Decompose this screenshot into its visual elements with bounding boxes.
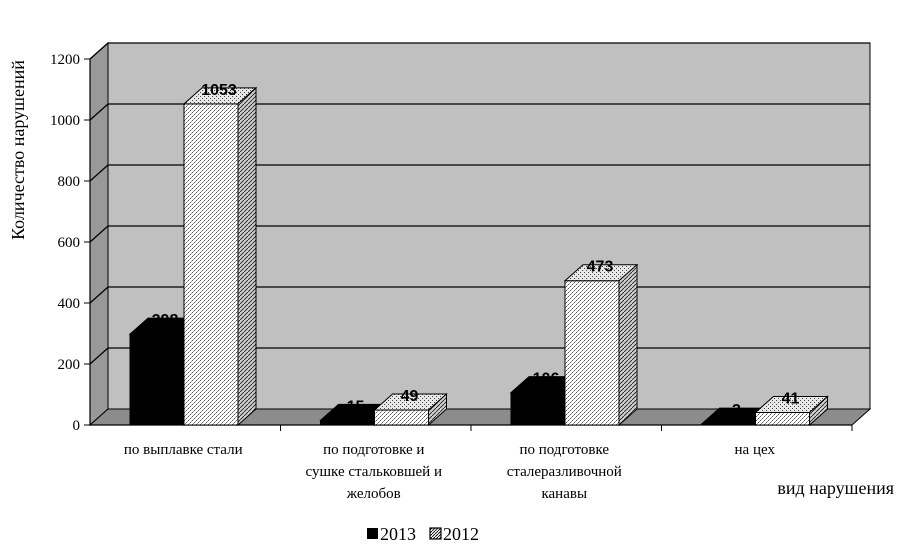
bar-2012-3 bbox=[754, 395, 829, 427]
bar-front bbox=[564, 280, 620, 426]
bar-side bbox=[237, 86, 257, 427]
data-label-2012-3: 41 bbox=[782, 390, 800, 407]
data-label-2013-3: 3 bbox=[732, 402, 741, 419]
bar-side bbox=[618, 263, 638, 427]
legend-swatch-2013 bbox=[367, 528, 378, 539]
data-labels: 298 1053 15 49 106 473 3 41 bbox=[152, 82, 800, 419]
bar-front bbox=[129, 333, 185, 426]
data-label-2012-0: 1053 bbox=[201, 82, 237, 99]
y-tick-label: 400 bbox=[58, 296, 81, 312]
data-label-2013-2: 106 bbox=[533, 371, 560, 388]
bars bbox=[128, 86, 829, 427]
y-tick-labels: 0 200 400 600 800 1000 1200 bbox=[50, 52, 80, 434]
bar-side bbox=[809, 395, 828, 427]
bar-2012-1 bbox=[373, 392, 448, 427]
legend-label-2013: 2013 bbox=[380, 524, 416, 544]
category-label-1: по подготовке и сушке стальковшей и желобо… bbox=[306, 442, 442, 502]
data-label-2013-1: 15 bbox=[347, 398, 365, 415]
data-label-2012-2: 473 bbox=[587, 259, 614, 276]
data-label-2012-1: 49 bbox=[401, 388, 419, 405]
legend: 2013 2012 bbox=[367, 524, 479, 544]
y-axis-title: Количество нарушений bbox=[8, 60, 28, 240]
category-label-3: на цех bbox=[735, 442, 776, 458]
y-tick-label: 1200 bbox=[50, 52, 80, 68]
y-tick-label: 800 bbox=[58, 174, 81, 190]
legend-swatch-2012 bbox=[429, 527, 442, 540]
category-label-2: по подготовке сталеразливочной канавы bbox=[507, 442, 622, 502]
gridline bbox=[89, 103, 870, 121]
gridlines bbox=[89, 42, 870, 365]
bar-front bbox=[320, 419, 375, 426]
data-label-2013-0: 298 bbox=[152, 312, 179, 329]
category-labels: по выплавке стали по подготовке и сушке ст… bbox=[124, 442, 776, 502]
y-tick-label: 1000 bbox=[50, 113, 80, 129]
bar-2012-0 bbox=[182, 86, 258, 427]
gridline bbox=[89, 225, 870, 243]
bar-side bbox=[428, 392, 447, 427]
y-tick-label: 0 bbox=[73, 418, 81, 434]
x-axis-title: вид нарушения bbox=[777, 478, 894, 498]
y-tick-label: 200 bbox=[58, 357, 81, 373]
bar-2012-2 bbox=[563, 263, 639, 427]
gridline bbox=[89, 42, 870, 60]
y-tick-label: 600 bbox=[58, 235, 81, 251]
legend-label-2012: 2012 bbox=[443, 524, 479, 544]
category-label-0: по выплавке стали bbox=[124, 442, 243, 458]
bar-front bbox=[374, 409, 429, 426]
bar-front bbox=[755, 411, 810, 426]
bar-front bbox=[510, 392, 566, 426]
gridline bbox=[89, 164, 870, 182]
bar-front bbox=[183, 103, 239, 426]
